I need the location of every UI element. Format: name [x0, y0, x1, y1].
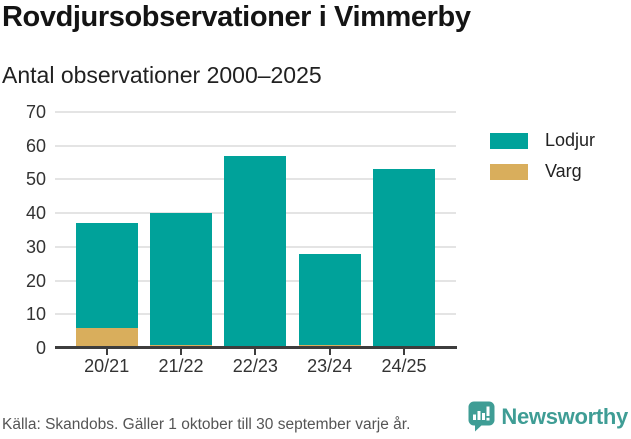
x-tick-mark [402, 349, 405, 355]
bar-segment-varg-20-21 [75, 327, 138, 348]
x-tick-label: 20/21 [84, 356, 130, 376]
legend: Lodjur Varg [490, 130, 595, 192]
newsworthy-logo: Newsworthy [468, 401, 628, 432]
x-tick-mark [254, 349, 257, 355]
x-tick-label: 21/22 [158, 356, 204, 376]
y-tick-label: 70 [25, 102, 46, 122]
newsworthy-icon [468, 401, 495, 432]
page-title: Rovdjursobservationer i Vimmerby [2, 1, 471, 33]
bar-segment-lodjur-24-25 [372, 169, 435, 348]
x-tick-mark [105, 349, 108, 355]
y-tick-label: 30 [25, 236, 46, 257]
y-tick-label: 20 [25, 270, 46, 291]
chart-subtitle: Antal observationer 2000–2025 [2, 62, 322, 88]
legend-label: Varg [545, 161, 582, 181]
x-tick-mark [328, 349, 331, 355]
bar-segment-lodjur-21-22 [150, 213, 213, 345]
x-tick-label: 23/24 [307, 356, 353, 376]
y-tick-label: 40 [25, 203, 46, 224]
bar-segment-lodjur-20-21 [75, 223, 138, 328]
y-tick-label: 50 [25, 169, 46, 190]
x-tick-label: 24/25 [381, 356, 427, 376]
legend-label: Lodjur [545, 130, 596, 150]
legend-item-varg: Varg [490, 161, 595, 182]
gridline [55, 111, 456, 113]
legend-item-lodjur: Lodjur [490, 130, 595, 151]
bar-segment-lodjur-23-24 [298, 253, 361, 345]
y-tick-label: 10 [25, 304, 46, 325]
source-note: Källa: Skandobs. Gäller 1 oktober till 3… [2, 416, 411, 433]
newsworthy-wordmark: Newsworthy [501, 403, 628, 429]
y-tick-label: 0 [35, 338, 46, 358]
bar-segment-lodjur-22-23 [224, 155, 287, 348]
x-tick-label: 22/23 [232, 356, 278, 376]
legend-swatch-varg [490, 163, 528, 180]
gridline [55, 144, 456, 147]
legend-swatch-lodjur [490, 132, 528, 149]
x-tick-mark [180, 349, 183, 355]
x-axis-line [55, 346, 457, 349]
y-tick-label: 60 [25, 135, 46, 156]
